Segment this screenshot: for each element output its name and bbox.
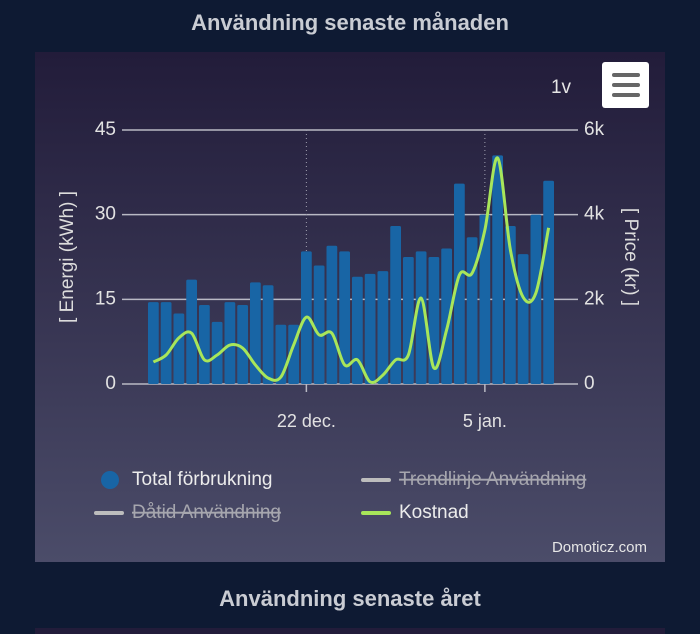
legend-label: Kostnad xyxy=(399,502,469,523)
bar xyxy=(160,302,172,384)
bar xyxy=(377,271,389,384)
legend-item[interactable]: Trendlinje Användning xyxy=(361,469,586,490)
bar xyxy=(313,265,325,384)
bar xyxy=(415,251,427,384)
bar xyxy=(517,254,529,384)
legend-symbol xyxy=(101,471,119,489)
bar xyxy=(224,302,236,384)
bar xyxy=(454,183,465,384)
credits[interactable]: Domoticz.com xyxy=(552,539,647,556)
legend-item[interactable]: Total förbrukning xyxy=(101,469,272,490)
bar xyxy=(543,180,554,384)
bar xyxy=(237,304,248,384)
y-axis-title: [ Energi (kWh) ] xyxy=(57,191,78,323)
bar xyxy=(403,257,414,384)
bar xyxy=(492,155,503,384)
bar xyxy=(211,321,223,384)
y2-tick-label: 4k xyxy=(584,204,605,225)
bar xyxy=(262,285,274,384)
legend-label: Total förbrukning xyxy=(132,469,272,490)
legend-label: Dåtid Användning xyxy=(132,502,281,523)
x-tick-label: 22 dec. xyxy=(277,411,336,431)
y2-tick-label: 0 xyxy=(584,373,595,394)
y-tick-label: 45 xyxy=(95,119,116,140)
bar xyxy=(339,251,350,384)
bar xyxy=(390,225,401,384)
bar xyxy=(148,302,159,384)
legend-item[interactable]: Kostnad xyxy=(361,502,469,523)
bar xyxy=(466,237,478,384)
menu-icon-line xyxy=(612,73,640,77)
y2-axis-title: [ Price (kr) ] xyxy=(620,208,641,306)
y2-tick-label: 6k xyxy=(584,119,605,140)
y-tick-label: 30 xyxy=(95,204,116,225)
next-chart-panel xyxy=(35,628,665,634)
page-title: Användning senaste månaden xyxy=(191,10,509,35)
x-tick-label: 5 jan. xyxy=(463,411,507,431)
line xyxy=(152,156,551,384)
range-button[interactable]: 1v xyxy=(551,77,572,98)
bar xyxy=(326,245,338,384)
legend-item[interactable]: Dåtid Användning xyxy=(94,502,281,523)
y-tick-label: 0 xyxy=(105,373,116,394)
y2-tick-label: 2k xyxy=(584,288,605,309)
bar xyxy=(530,214,542,384)
bar xyxy=(250,282,261,384)
bar xyxy=(441,248,452,384)
menu-icon-line xyxy=(612,93,640,97)
bar xyxy=(199,304,210,384)
menu-button[interactable] xyxy=(602,62,649,108)
next-section-title: Användning senaste året xyxy=(219,586,481,611)
bar xyxy=(173,313,185,384)
legend-label: Trendlinje Användning xyxy=(399,469,586,490)
menu-icon-line xyxy=(612,83,640,87)
y-tick-label: 15 xyxy=(95,288,116,309)
bar xyxy=(479,214,491,384)
bar xyxy=(364,273,376,384)
bar xyxy=(352,276,363,384)
